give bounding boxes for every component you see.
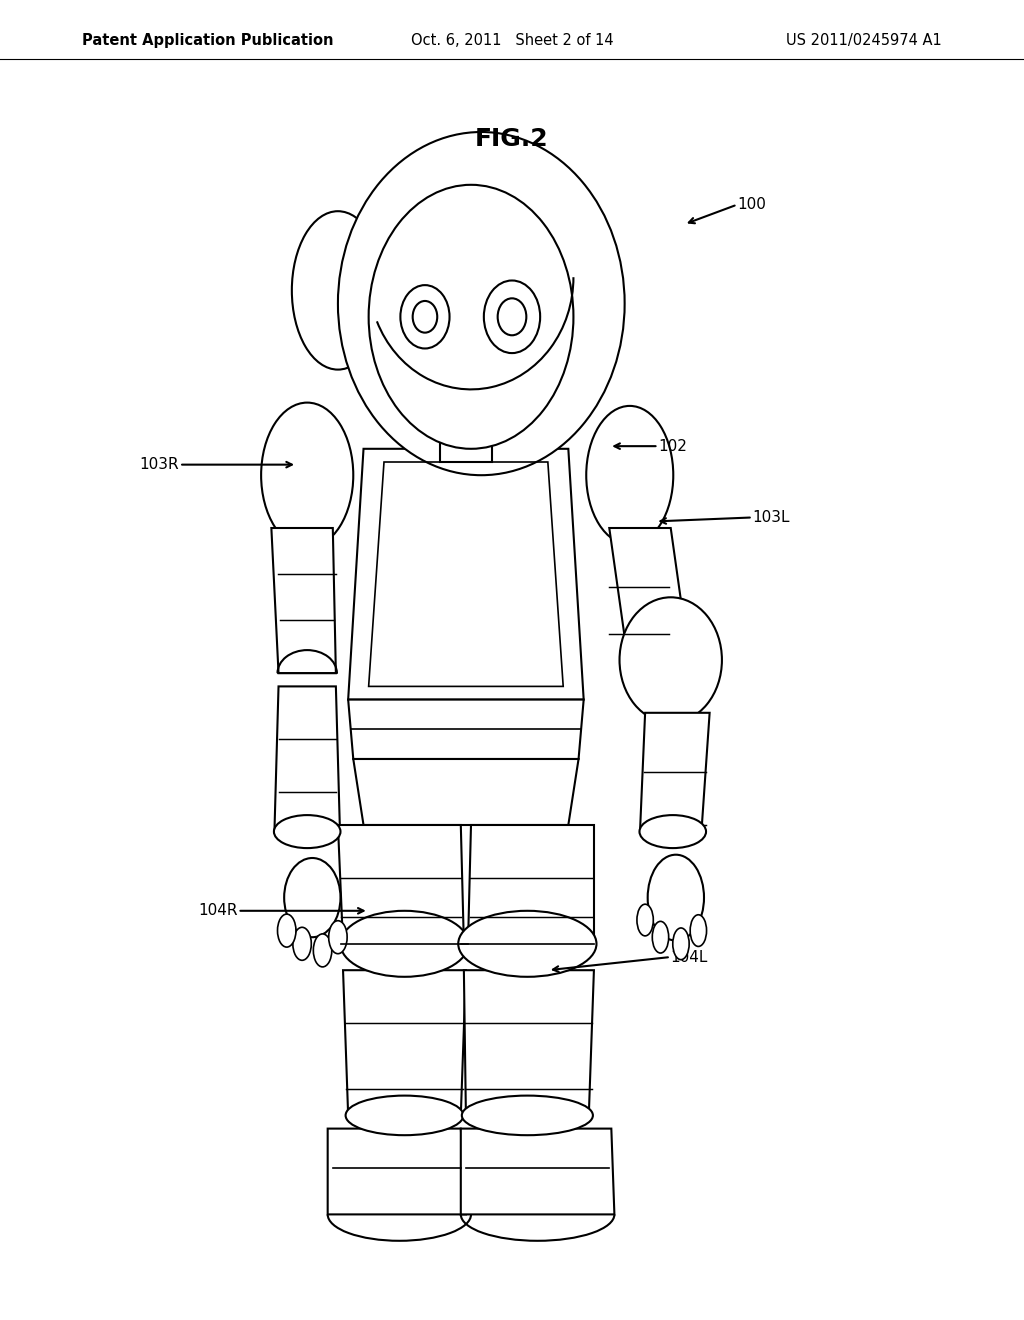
Ellipse shape bbox=[400, 285, 450, 348]
Text: Oct. 6, 2011   Sheet 2 of 14: Oct. 6, 2011 Sheet 2 of 14 bbox=[411, 33, 613, 48]
Text: 104R: 104R bbox=[198, 903, 238, 919]
Text: US 2011/0245974 A1: US 2011/0245974 A1 bbox=[786, 33, 942, 48]
Ellipse shape bbox=[278, 913, 296, 948]
Ellipse shape bbox=[690, 915, 707, 946]
Polygon shape bbox=[468, 825, 594, 944]
Text: 103R: 103R bbox=[139, 457, 179, 473]
Ellipse shape bbox=[413, 301, 437, 333]
Ellipse shape bbox=[345, 1096, 463, 1135]
Polygon shape bbox=[274, 686, 340, 832]
Ellipse shape bbox=[620, 597, 722, 723]
Ellipse shape bbox=[369, 185, 573, 449]
Ellipse shape bbox=[637, 904, 653, 936]
Polygon shape bbox=[464, 970, 594, 1115]
Ellipse shape bbox=[293, 927, 311, 961]
Text: Patent Application Publication: Patent Application Publication bbox=[82, 33, 334, 48]
Polygon shape bbox=[271, 528, 336, 673]
Text: 100: 100 bbox=[737, 197, 766, 213]
Ellipse shape bbox=[292, 211, 384, 370]
Text: 104L: 104L bbox=[671, 949, 708, 965]
Polygon shape bbox=[348, 449, 584, 700]
Text: 102: 102 bbox=[658, 438, 687, 454]
Ellipse shape bbox=[338, 132, 625, 475]
Ellipse shape bbox=[340, 911, 469, 977]
Polygon shape bbox=[343, 970, 466, 1115]
Ellipse shape bbox=[483, 281, 541, 352]
Polygon shape bbox=[353, 759, 579, 825]
Ellipse shape bbox=[498, 298, 526, 335]
Ellipse shape bbox=[652, 921, 669, 953]
Polygon shape bbox=[440, 442, 492, 462]
Polygon shape bbox=[328, 1129, 466, 1214]
Ellipse shape bbox=[329, 921, 347, 953]
Polygon shape bbox=[609, 528, 691, 673]
Ellipse shape bbox=[462, 1096, 593, 1135]
Polygon shape bbox=[338, 825, 464, 944]
Ellipse shape bbox=[284, 858, 340, 937]
Ellipse shape bbox=[673, 928, 689, 960]
Ellipse shape bbox=[313, 935, 332, 966]
Polygon shape bbox=[640, 713, 710, 832]
Ellipse shape bbox=[648, 855, 705, 940]
Text: FIG.2: FIG.2 bbox=[475, 127, 549, 150]
Ellipse shape bbox=[639, 814, 707, 849]
Ellipse shape bbox=[459, 911, 596, 977]
Polygon shape bbox=[348, 700, 584, 759]
Polygon shape bbox=[461, 1129, 614, 1214]
Ellipse shape bbox=[261, 403, 353, 548]
Text: 103L: 103L bbox=[753, 510, 791, 525]
Ellipse shape bbox=[586, 407, 674, 544]
Ellipse shape bbox=[273, 814, 340, 849]
Text: 101: 101 bbox=[517, 219, 546, 235]
